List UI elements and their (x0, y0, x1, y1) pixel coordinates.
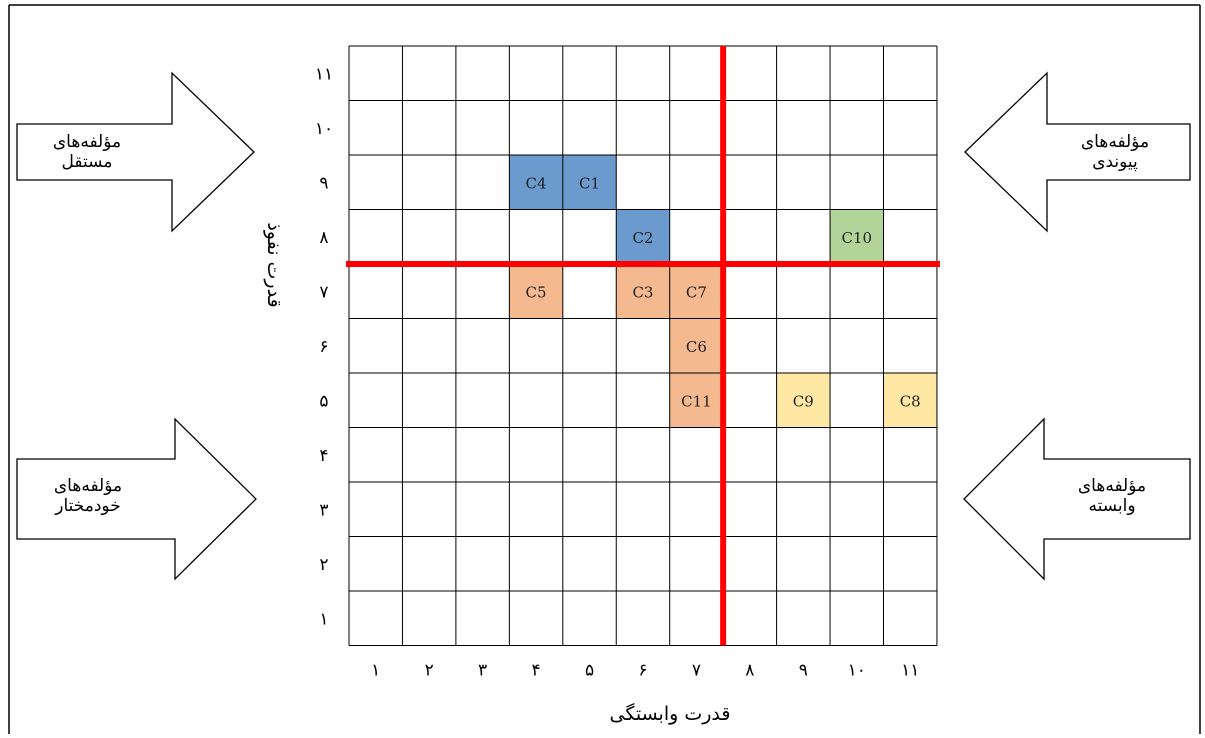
cell-c10 (830, 209, 884, 264)
cell-label-c7: C7 (686, 283, 707, 301)
x-axis-label: قدرت وابستگی (610, 702, 731, 725)
x-tick-label: ۱۱ (901, 661, 919, 681)
quadrant-label-independent-line1: مؤلفه‌های (53, 132, 121, 152)
cell-c2 (616, 209, 670, 264)
grid (348, 45, 938, 646)
arrow-autonomous-shape (16, 417, 257, 581)
cell-c11 (669, 373, 724, 428)
arrow-independent-shape (16, 71, 255, 233)
x-tick-label: ۷ (692, 661, 701, 681)
cell-c9 (776, 373, 831, 428)
cell-label-c9: C9 (793, 392, 814, 410)
threshold-dividers (346, 46, 940, 646)
x-tick-label: ۹ (799, 661, 808, 681)
cell-label-c5: C5 (526, 283, 547, 301)
y-tick-label: ۱۰ (315, 119, 333, 139)
cell-label-c4: C4 (526, 174, 547, 192)
cell-c6 (669, 318, 724, 373)
quadrant-label-autonomous-line2: خودمختار (54, 496, 120, 516)
y-tick-label: ۹ (319, 173, 328, 193)
x-tick-label: ۸ (745, 661, 754, 681)
y-tick-label: ۱۱ (315, 64, 333, 84)
quadrant-label-linkage-line2: پیوندی (1092, 152, 1138, 172)
y-tick-label: ۵ (319, 391, 328, 411)
cell-label-c8: C8 (900, 392, 921, 410)
y-tick-label: ۷ (319, 282, 328, 302)
cell-label-c6: C6 (686, 338, 707, 356)
x-tick-labels: ۱ ۲ ۳ ۴ ۵ ۶ ۷ ۸ ۹ ۱۰ ۱۱ (371, 661, 919, 681)
arrow-linkage: مؤلفه‌های پیوندی (964, 71, 1191, 233)
cell-label-c3: C3 (632, 283, 653, 301)
arrow-dependent: مؤلفه‌های وابسته (963, 417, 1191, 581)
highlighted-cells (509, 155, 937, 428)
y-tick-label: ۴ (319, 446, 328, 466)
cell-label-c10: C10 (841, 229, 872, 247)
x-tick-label: ۳ (478, 661, 487, 681)
arrow-linkage-shape (964, 71, 1191, 233)
x-tick-label: ۱۰ (848, 661, 866, 681)
y-tick-label: ۳ (319, 500, 328, 520)
quadrant-label-independent-line2: مستقل (62, 152, 113, 172)
quadrant-label-linkage-line1: مؤلفه‌های (1081, 132, 1149, 152)
x-tick-label: ۵ (585, 661, 594, 681)
cell-c1 (562, 155, 617, 210)
x-tick-label: ۶ (638, 661, 647, 681)
arrow-dependent-shape (963, 417, 1191, 581)
x-tick-label: ۴ (532, 661, 541, 681)
quadrant-label-dependent-line1: مؤلفه‌های (1078, 476, 1146, 496)
arrow-autonomous: مؤلفه‌های خودمختار (16, 417, 257, 581)
cell-label-c2: C2 (632, 229, 653, 247)
cell-c8 (883, 373, 937, 428)
y-tick-label: ۶ (319, 337, 328, 357)
quadrant-label-autonomous-line1: مؤلفه‌های (54, 476, 122, 496)
x-tick-label: ۱ (371, 661, 380, 681)
cell-c5 (509, 264, 563, 319)
y-tick-label: ۲ (319, 555, 328, 575)
cell-label-c11: C11 (681, 392, 712, 410)
cell-labels: C1 C2 C3 C4 C5 C6 C7 C8 C9 C10 C11 (526, 174, 921, 410)
arrow-independent: مؤلفه‌های مستقل (16, 71, 255, 233)
cell-c7 (669, 264, 724, 319)
x-tick-label: ۲ (425, 661, 434, 681)
y-tick-label: ۸ (319, 228, 328, 248)
cell-c3 (616, 264, 670, 319)
quadrant-label-dependent-line2: وابسته (1088, 496, 1135, 516)
cell-c4 (509, 155, 563, 210)
y-tick-labels: ۱ ۲ ۳ ۴ ۵ ۶ ۷ ۸ ۹ ۱۰ ۱۱ (315, 64, 333, 629)
y-tick-label: ۱ (319, 609, 328, 629)
y-axis-label: قدرت نفوذ (263, 222, 285, 307)
cell-label-c1: C1 (579, 174, 600, 192)
